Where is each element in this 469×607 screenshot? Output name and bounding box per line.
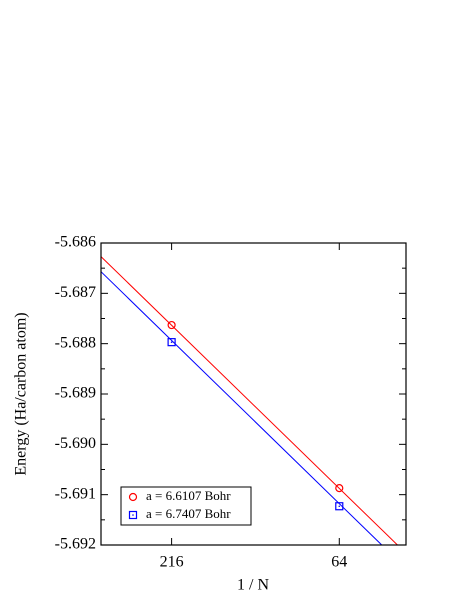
legend-marker	[128, 492, 138, 502]
fit-line	[100, 271, 383, 546]
legend-label: a = 6.7407 Bohr	[146, 506, 231, 521]
y-tick-label: -5.689	[55, 385, 96, 402]
x-tick-label: 64	[331, 554, 347, 571]
y-tick-label: -5.690	[55, 435, 96, 452]
legend-label: a = 6.6107 Bohr	[146, 488, 231, 503]
data-point	[335, 502, 344, 511]
data-point	[335, 484, 344, 493]
plot-frame	[100, 242, 407, 546]
marker-box	[335, 502, 344, 511]
y-axis-label: Energy (Ha/carbon atom)	[13, 312, 30, 475]
y-tick-label: -5.692	[55, 536, 96, 553]
data-point	[167, 338, 176, 347]
legend-marker	[128, 510, 138, 520]
marker-dot	[132, 514, 134, 516]
legend-box	[120, 486, 252, 526]
data-point	[167, 320, 176, 330]
y-tick-label: -5.687	[55, 284, 96, 301]
marker-box	[167, 338, 176, 347]
fit-line	[100, 256, 398, 546]
marker-box	[128, 510, 138, 520]
y-tick-label: -5.691	[55, 485, 96, 502]
x-tick-label: 216	[160, 554, 184, 571]
y-tick-label: -5.686	[55, 234, 96, 251]
marker-dot	[170, 341, 173, 343]
marker-dot	[338, 505, 341, 508]
y-tick-label: -5.688	[55, 334, 96, 351]
x-axis-label: 1 / N	[237, 577, 269, 594]
